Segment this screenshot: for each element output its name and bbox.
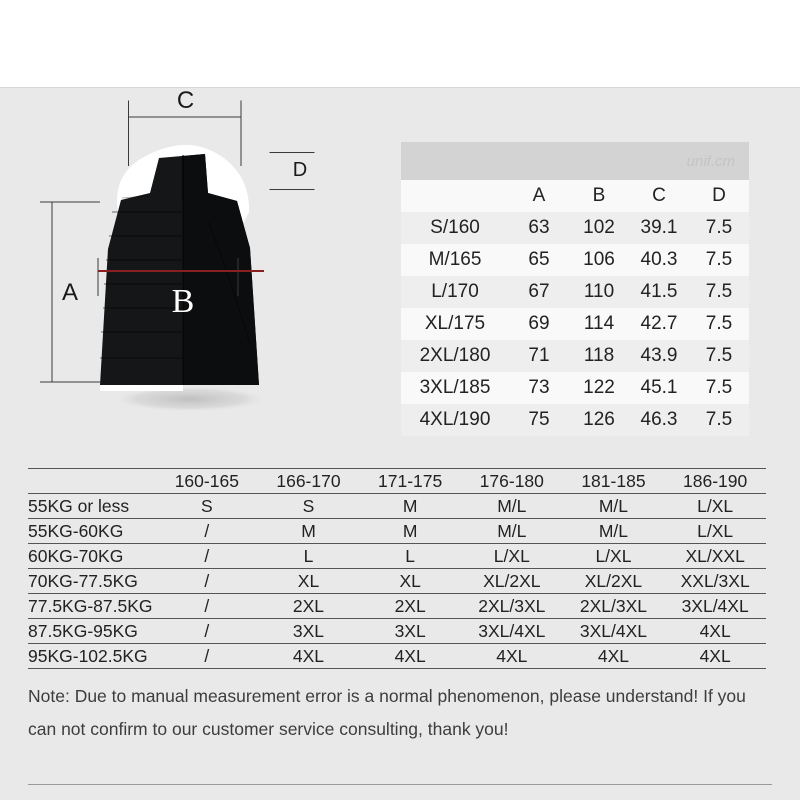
svg-text:B: B	[172, 283, 195, 320]
svg-text:A: A	[62, 279, 78, 306]
svg-text:D: D	[293, 159, 307, 181]
svg-text:C: C	[177, 87, 194, 114]
